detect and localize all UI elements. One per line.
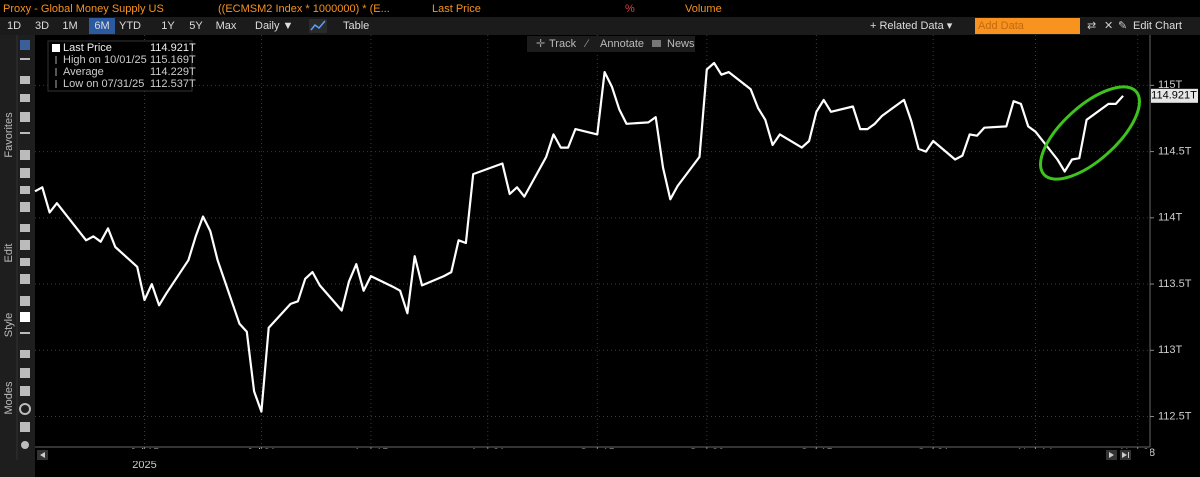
track-icon: ✛ bbox=[536, 38, 545, 50]
pen-tool[interactable] bbox=[20, 224, 30, 232]
band-tool[interactable] bbox=[20, 186, 30, 194]
track-button[interactable]: Track bbox=[549, 38, 577, 50]
frequency-dropdown[interactable]: Daily ▼ bbox=[255, 20, 293, 32]
legend-value: 114.921T bbox=[150, 42, 196, 54]
settings[interactable] bbox=[21, 441, 29, 449]
range-button[interactable]: 1M bbox=[62, 20, 77, 32]
highlight-ellipse bbox=[1039, 85, 1141, 181]
range-button[interactable]: 1D bbox=[7, 20, 21, 32]
scroll-left-arrow bbox=[40, 452, 45, 458]
edit-chart[interactable]: Edit Chart bbox=[1133, 20, 1182, 32]
move-tool[interactable] bbox=[20, 240, 30, 250]
color-tool[interactable] bbox=[20, 312, 30, 322]
field[interactable]: Last Price bbox=[432, 3, 481, 15]
toolbar bbox=[0, 17, 1200, 35]
percent-toggle[interactable]: % bbox=[625, 3, 635, 15]
legend-box bbox=[47, 40, 193, 92]
delete-tool[interactable] bbox=[20, 274, 30, 284]
annotate-icon: ⁄ bbox=[583, 38, 590, 50]
range-button[interactable]: 5Y bbox=[189, 20, 203, 32]
last-price-tag bbox=[1151, 88, 1198, 103]
range-button[interactable]: 1Y bbox=[161, 20, 175, 32]
legend-stat-label: High on 10/01/25 bbox=[63, 54, 147, 66]
sidebar-label: Favorites bbox=[3, 112, 15, 158]
text-tool[interactable] bbox=[20, 112, 30, 122]
x-year-label: 2025 bbox=[132, 459, 156, 471]
sidebar-label: Edit bbox=[3, 244, 15, 263]
font-tool[interactable] bbox=[20, 296, 30, 306]
swap-icon[interactable]: ⇄ bbox=[1087, 20, 1096, 32]
ref-tool[interactable] bbox=[20, 202, 30, 212]
fib-tool[interactable] bbox=[20, 94, 30, 102]
series-layer: 114.921T bbox=[34, 61, 1198, 413]
y-tick-label: 113T bbox=[1158, 344, 1183, 356]
sidebar-label: Style bbox=[3, 313, 15, 337]
line-tool[interactable] bbox=[20, 58, 30, 60]
y-tick-label: 114T bbox=[1158, 212, 1183, 224]
scrollbar bbox=[35, 449, 1150, 461]
edit-icon[interactable]: ✎ bbox=[1118, 20, 1127, 32]
sidebar-icons bbox=[19, 40, 31, 449]
add-data-input[interactable] bbox=[975, 18, 1080, 34]
range-buttons: 1D 3D 1M 6M YTD 1Y 5Y Max bbox=[7, 18, 237, 34]
legend-stats: High on 10/01/25 115.169T Average 114.229T L… bbox=[55, 54, 196, 90]
magnet-mode[interactable] bbox=[19, 403, 31, 415]
ray-tool[interactable] bbox=[20, 150, 30, 160]
table-button[interactable]: Table bbox=[343, 20, 369, 32]
scroll-right-arrow bbox=[1109, 452, 1114, 458]
news-button[interactable]: News bbox=[667, 38, 695, 50]
scroll-end-arrow bbox=[1122, 452, 1129, 458]
pointer-tool[interactable] bbox=[20, 40, 30, 50]
draw-mode[interactable] bbox=[20, 368, 30, 378]
legend-stat-label: Average bbox=[63, 66, 104, 78]
legend-label: Last Price bbox=[63, 42, 112, 54]
sidebar-label: Modes bbox=[3, 381, 15, 415]
chart-type-icon bbox=[310, 20, 326, 31]
security-title: Proxy - Global Money Supply US bbox=[3, 3, 164, 15]
related-data[interactable]: + Related Data ▾ bbox=[870, 20, 953, 32]
hline-tool[interactable] bbox=[20, 132, 30, 134]
width-tool[interactable] bbox=[20, 332, 30, 334]
y-tick-label: 113.5T bbox=[1158, 278, 1192, 290]
formula[interactable]: ((ECMSM2 Index * 1000000) * (E... bbox=[218, 3, 390, 15]
y-tick-label: 115T bbox=[1158, 79, 1183, 91]
y-tick-label: 114.5T bbox=[1158, 145, 1192, 157]
arrow-tool[interactable] bbox=[20, 168, 30, 178]
close-icon[interactable]: ✕ bbox=[1104, 20, 1113, 32]
crosshair-mode[interactable] bbox=[20, 386, 30, 396]
header-bar bbox=[0, 0, 1200, 17]
legend-stat-value: 114.229T bbox=[150, 66, 196, 78]
range-selected bbox=[89, 18, 115, 34]
volume[interactable]: Volume bbox=[685, 3, 722, 15]
clear-mode[interactable] bbox=[20, 422, 30, 432]
range-button[interactable]: Max bbox=[216, 20, 237, 32]
last-price-label: 114.921T bbox=[1151, 90, 1197, 102]
copy-tool[interactable] bbox=[20, 258, 30, 266]
news-icon bbox=[652, 40, 661, 47]
legend-swatch bbox=[52, 44, 60, 52]
legend-stat-value: 112.537T bbox=[150, 78, 196, 90]
channel-tool[interactable] bbox=[20, 76, 30, 84]
range-button[interactable]: 3D bbox=[35, 20, 49, 32]
chart-type-button[interactable] bbox=[309, 19, 327, 33]
legend-stat-label: Low on 07/31/25 bbox=[63, 78, 144, 90]
range-button[interactable]: YTD bbox=[119, 20, 141, 32]
y-tick-label: 112.5T bbox=[1158, 410, 1192, 422]
dash-tool[interactable] bbox=[20, 350, 30, 358]
legend-stat-value: 115.169T bbox=[150, 54, 196, 66]
annotate-button[interactable]: Annotate bbox=[600, 38, 644, 50]
add-data-placeholder: Add Data bbox=[978, 20, 1025, 32]
range-button[interactable]: 6M bbox=[94, 20, 109, 32]
plot-area bbox=[35, 35, 1150, 447]
price-line bbox=[34, 61, 1124, 413]
